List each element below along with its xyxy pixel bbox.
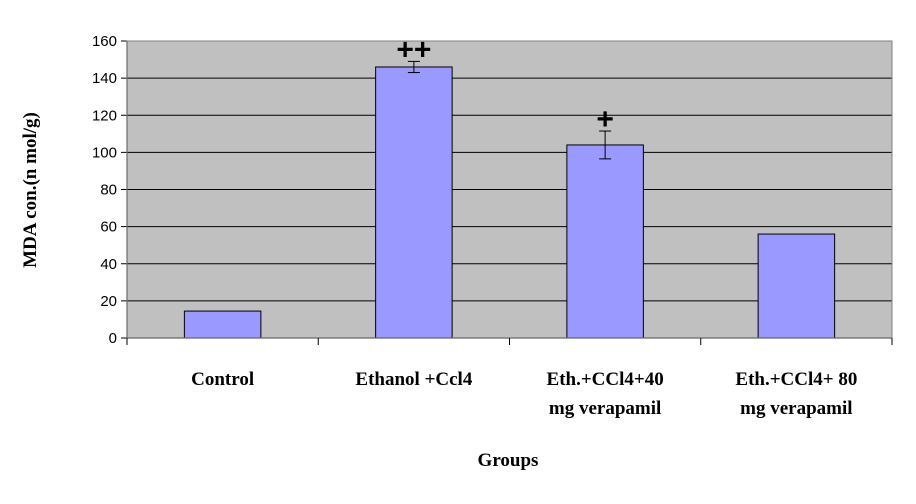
bars: +++ <box>183 33 836 339</box>
bar <box>183 310 262 339</box>
x-category-label: Control <box>191 369 254 390</box>
y-tick-label: 120 <box>92 107 117 124</box>
x-category-labels: Control Ethanol +Ccl4 Eth.+CCl4+40 mg verap… <box>191 369 857 419</box>
y-tick-label: 0 <box>109 330 117 347</box>
x-category-label: Eth.+CCl4+ 80 <box>735 369 857 390</box>
x-category-label: Eth.+CCl4+40 <box>547 369 664 390</box>
x-category-label: mg verapamil <box>740 398 852 419</box>
bar <box>375 66 453 339</box>
y-tick-label: 60 <box>100 219 117 236</box>
x-axis-title: Groups <box>478 450 539 471</box>
y-axis-title: MDA con.(n mol/g) <box>20 112 41 268</box>
x-category-label: mg verapamil <box>549 398 661 419</box>
y-tick-label: 20 <box>100 293 117 310</box>
axes <box>121 40 893 345</box>
bar <box>566 144 644 339</box>
y-tick-label: 100 <box>92 144 117 161</box>
y-tick-label: 140 <box>92 70 117 87</box>
significance-mark: + <box>596 103 614 136</box>
y-tick-labels: 0 20 40 60 80 100 120 140 160 <box>92 33 117 347</box>
x-category-label: Ethanol +Ccl4 <box>355 369 472 390</box>
y-tick-label: 160 <box>92 33 117 50</box>
y-tick-label: 80 <box>100 182 117 199</box>
y-tick-label: 40 <box>100 256 117 273</box>
significance-mark: ++ <box>396 33 431 66</box>
bar <box>757 233 836 339</box>
